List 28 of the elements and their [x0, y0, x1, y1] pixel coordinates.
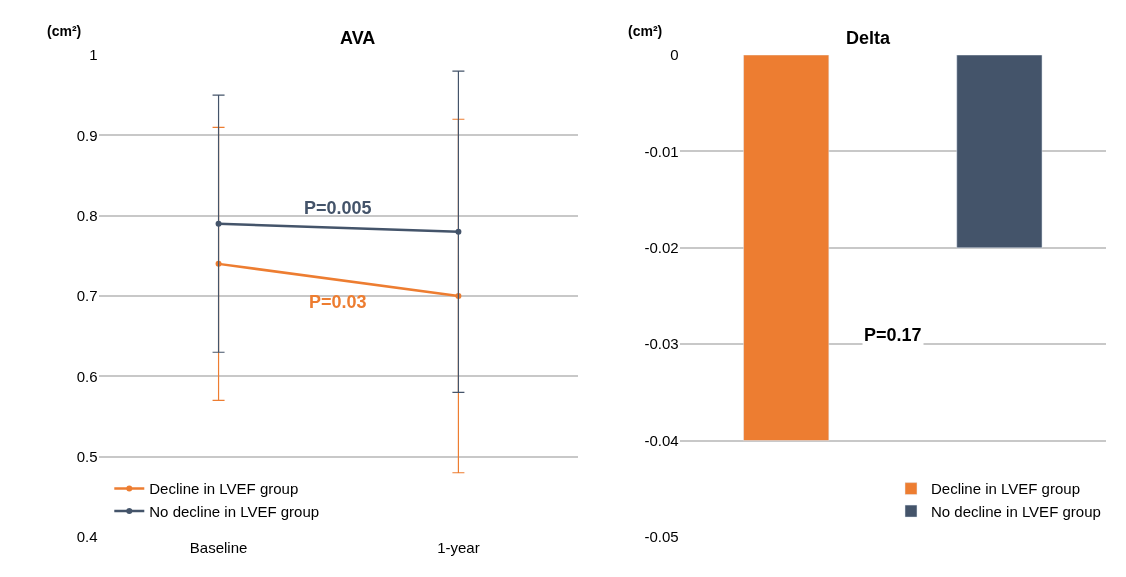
y-tick-label: -0.05: [644, 528, 679, 546]
x-tick-label: 1-year: [437, 539, 480, 556]
chart-title: Delta: [846, 28, 891, 48]
y-tick-label: -0.04: [644, 431, 679, 449]
legend-label: Decline in LVEF group: [149, 480, 299, 498]
annotation: P=0.005: [304, 198, 372, 218]
annotation: P=0.17: [864, 325, 922, 345]
y-tick-label: 0.4: [76, 528, 98, 546]
point: [215, 220, 222, 227]
y-axis-title: (cm²): [628, 23, 663, 39]
y-tick-label: 0: [670, 46, 679, 64]
x-tick-label: Baseline: [189, 539, 248, 556]
legend-label: No decline in LVEF group: [149, 502, 320, 520]
y-tick-label: -0.02: [644, 239, 679, 257]
y-axis-title: (cm²): [47, 23, 82, 39]
y-tick-label: 0.7: [76, 287, 98, 305]
y-tick-label: 1: [89, 46, 98, 64]
y-tick-label: 0.5: [76, 447, 98, 465]
annotation: P=0.03: [309, 292, 367, 312]
legend-label: No decline in LVEF group: [931, 502, 1101, 520]
y-tick-label: -0.03: [644, 335, 679, 353]
y-tick-label: 0.9: [76, 126, 98, 144]
chart-title: AVA: [340, 28, 376, 48]
y-tick-label: -0.01: [644, 142, 679, 160]
point: [455, 228, 462, 235]
y-tick-label: 0.6: [76, 367, 98, 385]
y-tick-label: 0.8: [76, 206, 98, 224]
legend-label: Decline in LVEF group: [931, 480, 1080, 498]
